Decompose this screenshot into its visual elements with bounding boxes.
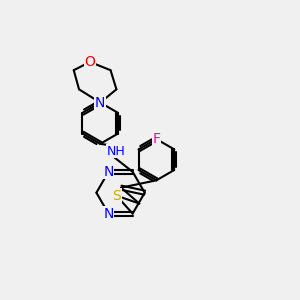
Text: F: F bbox=[152, 132, 160, 146]
Text: O: O bbox=[85, 55, 95, 69]
Text: N: N bbox=[103, 207, 114, 220]
Text: NH: NH bbox=[107, 145, 126, 158]
Text: N: N bbox=[95, 96, 105, 110]
Text: S: S bbox=[112, 189, 121, 203]
Text: N: N bbox=[103, 165, 114, 179]
